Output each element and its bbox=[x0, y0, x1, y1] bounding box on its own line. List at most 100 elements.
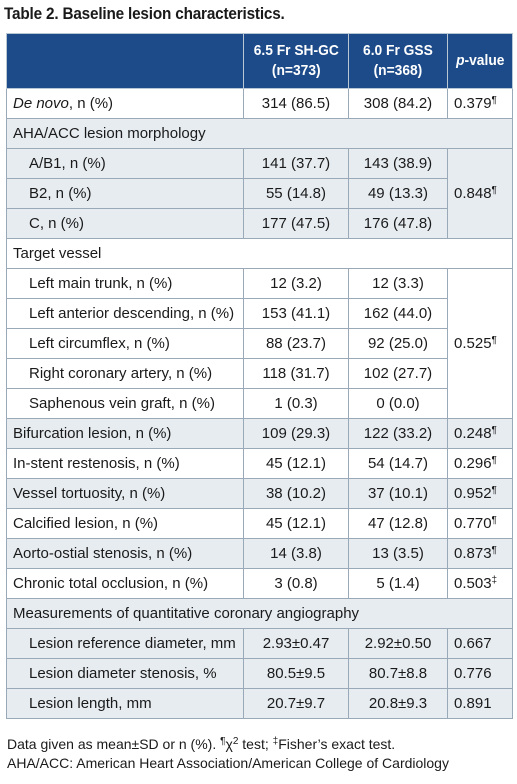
cell-gss: 5 (1.4) bbox=[348, 568, 448, 599]
row-label: Lesion length, mm bbox=[6, 688, 244, 719]
cell-pvalue: 0.379¶ bbox=[447, 88, 513, 119]
row-label: A/B1, n (%) bbox=[6, 148, 244, 179]
row-label: Calcified lesion, n (%) bbox=[6, 508, 244, 539]
table-row: Bifurcation lesion, n (%) 109 (29.3) 122… bbox=[6, 418, 513, 449]
section-header-row: Measurements of quantitative coronary an… bbox=[6, 598, 513, 629]
row-label: Left circumflex, n (%) bbox=[6, 328, 244, 359]
cell-sh-gc: 45 (12.1) bbox=[243, 448, 349, 479]
table-row: Saphenous vein graft, n (%) 1 (0.3) 0 (0… bbox=[6, 388, 513, 419]
cell-sh-gc: 153 (41.1) bbox=[243, 298, 349, 329]
cell-sh-gc: 12 (3.2) bbox=[243, 268, 349, 299]
header-row: 6.5 Fr SH-GC (n=373) 6.0 Fr GSS (n=368) p-… bbox=[6, 33, 513, 89]
baseline-lesion-table: 6.5 Fr SH-GC (n=373) 6.0 Fr GSS (n=368) p-… bbox=[6, 33, 513, 719]
footnote-line-2: AHA/ACC: American Heart Association/Amer… bbox=[7, 755, 449, 771]
cell-gss: 0 (0.0) bbox=[348, 388, 448, 419]
table-row: Lesion diameter stenosis, % 80.5±9.5 80.… bbox=[6, 658, 513, 689]
cell-sh-gc: 14 (3.8) bbox=[243, 538, 349, 569]
cell-sh-gc: 3 (0.8) bbox=[243, 568, 349, 599]
section-label: Measurements of quantitative coronary an… bbox=[6, 598, 513, 629]
cell-pvalue: 0.873¶ bbox=[447, 538, 513, 569]
cell-pvalue: 0.848¶ bbox=[447, 148, 513, 239]
row-label: In-stent restenosis, n (%) bbox=[6, 448, 244, 479]
cell-gss: 92 (25.0) bbox=[348, 328, 448, 359]
cell-gss: 54 (14.7) bbox=[348, 448, 448, 479]
cell-sh-gc: 80.5±9.5 bbox=[243, 658, 349, 689]
cell-pvalue: 0.891 bbox=[447, 688, 513, 719]
table-title: Table 2. Baseline lesion characteristics… bbox=[4, 4, 285, 23]
cell-gss: 13 (3.5) bbox=[348, 538, 448, 569]
row-label: C, n (%) bbox=[6, 208, 244, 239]
table-row: Left circumflex, n (%) 88 (23.7) 92 (25.… bbox=[6, 328, 513, 359]
cell-pvalue: 0.525¶ bbox=[447, 268, 513, 419]
row-label: Lesion reference diameter, mm bbox=[6, 628, 244, 659]
cell-gss: 143 (38.9) bbox=[348, 148, 448, 179]
table-row: Chronic total occlusion, n (%) 3 (0.8) 5… bbox=[6, 568, 513, 599]
table-row: Aorto-ostial stenosis, n (%) 14 (3.8) 13… bbox=[6, 538, 513, 569]
cell-gss: 102 (27.7) bbox=[348, 358, 448, 389]
cell-sh-gc: 2.93±0.47 bbox=[243, 628, 349, 659]
row-label: Aorto-ostial stenosis, n (%) bbox=[6, 538, 244, 569]
cell-gss: 162 (44.0) bbox=[348, 298, 448, 329]
cell-gss: 37 (10.1) bbox=[348, 478, 448, 509]
section-label: Target vessel bbox=[6, 238, 513, 269]
row-label: Vessel tortuosity, n (%) bbox=[6, 478, 244, 509]
section-label: AHA/ACC lesion morphology bbox=[6, 118, 513, 149]
cell-gss: 12 (3.3) bbox=[348, 268, 448, 299]
row-label: Chronic total occlusion, n (%) bbox=[6, 568, 244, 599]
cell-pvalue: 0.667 bbox=[447, 628, 513, 659]
table-row: Left anterior descending, n (%) 153 (41.… bbox=[6, 298, 513, 329]
cell-pvalue: 0.296¶ bbox=[447, 448, 513, 479]
cell-gss: 122 (33.2) bbox=[348, 418, 448, 449]
header-gss: 6.0 Fr GSS (n=368) bbox=[348, 33, 448, 89]
table-footnote: Data given as mean±SD or n (%). ¶χ2 test… bbox=[7, 735, 511, 773]
cell-pvalue: 0.952¶ bbox=[447, 478, 513, 509]
cell-sh-gc: 141 (37.7) bbox=[243, 148, 349, 179]
cell-sh-gc: 45 (12.1) bbox=[243, 508, 349, 539]
cell-sh-gc: 38 (10.2) bbox=[243, 478, 349, 509]
cell-pvalue: 0.776 bbox=[447, 658, 513, 689]
cell-sh-gc: 314 (86.5) bbox=[243, 88, 349, 119]
cell-sh-gc: 20.7±9.7 bbox=[243, 688, 349, 719]
row-label: De novo, n (%) bbox=[6, 88, 244, 119]
row-label: Saphenous vein graft, n (%) bbox=[6, 388, 244, 419]
table-row: In-stent restenosis, n (%) 45 (12.1) 54 … bbox=[6, 448, 513, 479]
table-row: Vessel tortuosity, n (%) 38 (10.2) 37 (1… bbox=[6, 478, 513, 509]
table-row: Left main trunk, n (%) 12 (3.2) 12 (3.3)… bbox=[6, 268, 513, 419]
cell-sh-gc: 88 (23.7) bbox=[243, 328, 349, 359]
row-label: Right coronary artery, n (%) bbox=[6, 358, 244, 389]
table-row: B2, n (%) 55 (14.8) 49 (13.3) bbox=[6, 178, 513, 209]
table-row: Calcified lesion, n (%) 45 (12.1) 47 (12… bbox=[6, 508, 513, 539]
row-label: Left anterior descending, n (%) bbox=[6, 298, 244, 329]
cell-gss: 308 (84.2) bbox=[348, 88, 448, 119]
cell-gss: 49 (13.3) bbox=[348, 178, 448, 209]
section-header-row: Target vessel bbox=[6, 238, 513, 269]
cell-sh-gc: 1 (0.3) bbox=[243, 388, 349, 419]
header-empty bbox=[6, 33, 244, 89]
table-row: C, n (%) 177 (47.5) 176 (47.8) bbox=[6, 208, 513, 239]
cell-pvalue: 0.248¶ bbox=[447, 418, 513, 449]
header-sh-gc: 6.5 Fr SH-GC (n=373) bbox=[243, 33, 349, 89]
cell-gss: 176 (47.8) bbox=[348, 208, 448, 239]
cell-sh-gc: 177 (47.5) bbox=[243, 208, 349, 239]
row-label: Bifurcation lesion, n (%) bbox=[6, 418, 244, 449]
cell-sh-gc: 55 (14.8) bbox=[243, 178, 349, 209]
row-label: Lesion diameter stenosis, % bbox=[6, 658, 244, 689]
cell-gss: 80.7±8.8 bbox=[348, 658, 448, 689]
table-row: Lesion length, mm 20.7±9.7 20.8±9.3 0.89… bbox=[6, 688, 513, 719]
cell-gss: 20.8±9.3 bbox=[348, 688, 448, 719]
row-label: Left main trunk, n (%) bbox=[6, 268, 244, 299]
table-row: De novo, n (%) 314 (86.5) 308 (84.2) 0.3… bbox=[6, 88, 513, 119]
cell-gss: 2.92±0.50 bbox=[348, 628, 448, 659]
cell-sh-gc: 109 (29.3) bbox=[243, 418, 349, 449]
row-label: B2, n (%) bbox=[6, 178, 244, 209]
table-row: A/B1, n (%) 141 (37.7) 143 (38.9) 0.848¶ bbox=[6, 148, 513, 239]
table-row: Right coronary artery, n (%) 118 (31.7) … bbox=[6, 358, 513, 389]
section-header-row: AHA/ACC lesion morphology bbox=[6, 118, 513, 149]
cell-sh-gc: 118 (31.7) bbox=[243, 358, 349, 389]
cell-pvalue: 0.770¶ bbox=[447, 508, 513, 539]
cell-gss: 47 (12.8) bbox=[348, 508, 448, 539]
footnote-line-1: Data given as mean±SD or n (%). ¶χ2 test… bbox=[7, 736, 396, 752]
header-pvalue: p-value bbox=[447, 33, 513, 89]
cell-pvalue: 0.503‡ bbox=[447, 568, 513, 599]
